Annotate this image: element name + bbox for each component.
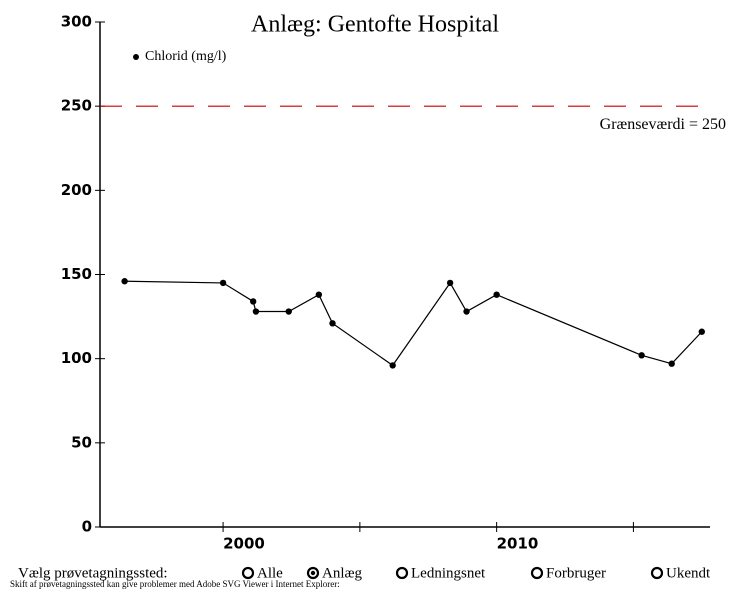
data-point: [252, 308, 260, 315]
data-point: [329, 320, 336, 327]
x-tick-label: 2010: [497, 535, 539, 553]
y-tick-label: 300: [61, 13, 92, 31]
data-point: [463, 308, 470, 315]
y-tick-label: 250: [61, 97, 92, 115]
data-point: [219, 279, 227, 287]
y-tick-label: 0: [82, 518, 92, 536]
radio-button[interactable]: [395, 566, 409, 580]
radio-label[interactable]: Alle: [257, 565, 283, 581]
note: Skift af prøvetagningssted kan give prob…: [10, 579, 340, 589]
data-point: [638, 352, 645, 359]
x-tick-label: 2000: [223, 535, 265, 553]
data-point: [493, 291, 500, 298]
control-label: Vælg prøvetagningssted:: [18, 565, 168, 581]
legend-label: Chlorid (mg/l): [145, 49, 227, 64]
data-point: [249, 298, 257, 305]
radio-button[interactable]: [241, 566, 255, 580]
radio-label[interactable]: Ledningsnet: [411, 565, 486, 581]
legend-marker: [133, 54, 139, 60]
radio-label[interactable]: Ukendt: [666, 565, 711, 581]
radio-button[interactable]: [530, 566, 544, 580]
data-point: [389, 362, 396, 369]
data-point: [121, 278, 128, 285]
radio-label[interactable]: Forbruger: [546, 565, 606, 581]
y-tick-label: 150: [61, 265, 92, 283]
y-tick-label: 200: [61, 181, 92, 199]
data-point: [668, 360, 675, 367]
radio-dot: [310, 570, 316, 576]
data-point: [285, 308, 292, 315]
series-line: [124, 280, 703, 367]
radio-label[interactable]: Anlæg: [322, 565, 363, 581]
y-tick-label: 50: [71, 433, 92, 451]
data-point: [315, 291, 323, 298]
data-point: [698, 328, 705, 335]
radio-button[interactable]: [650, 566, 664, 580]
threshold-label: Grænseværdi = 250: [600, 116, 726, 133]
data-point: [446, 279, 454, 287]
y-tick-label: 100: [61, 349, 92, 367]
chart-title: Anlæg: Gentofte Hospital: [251, 12, 499, 38]
